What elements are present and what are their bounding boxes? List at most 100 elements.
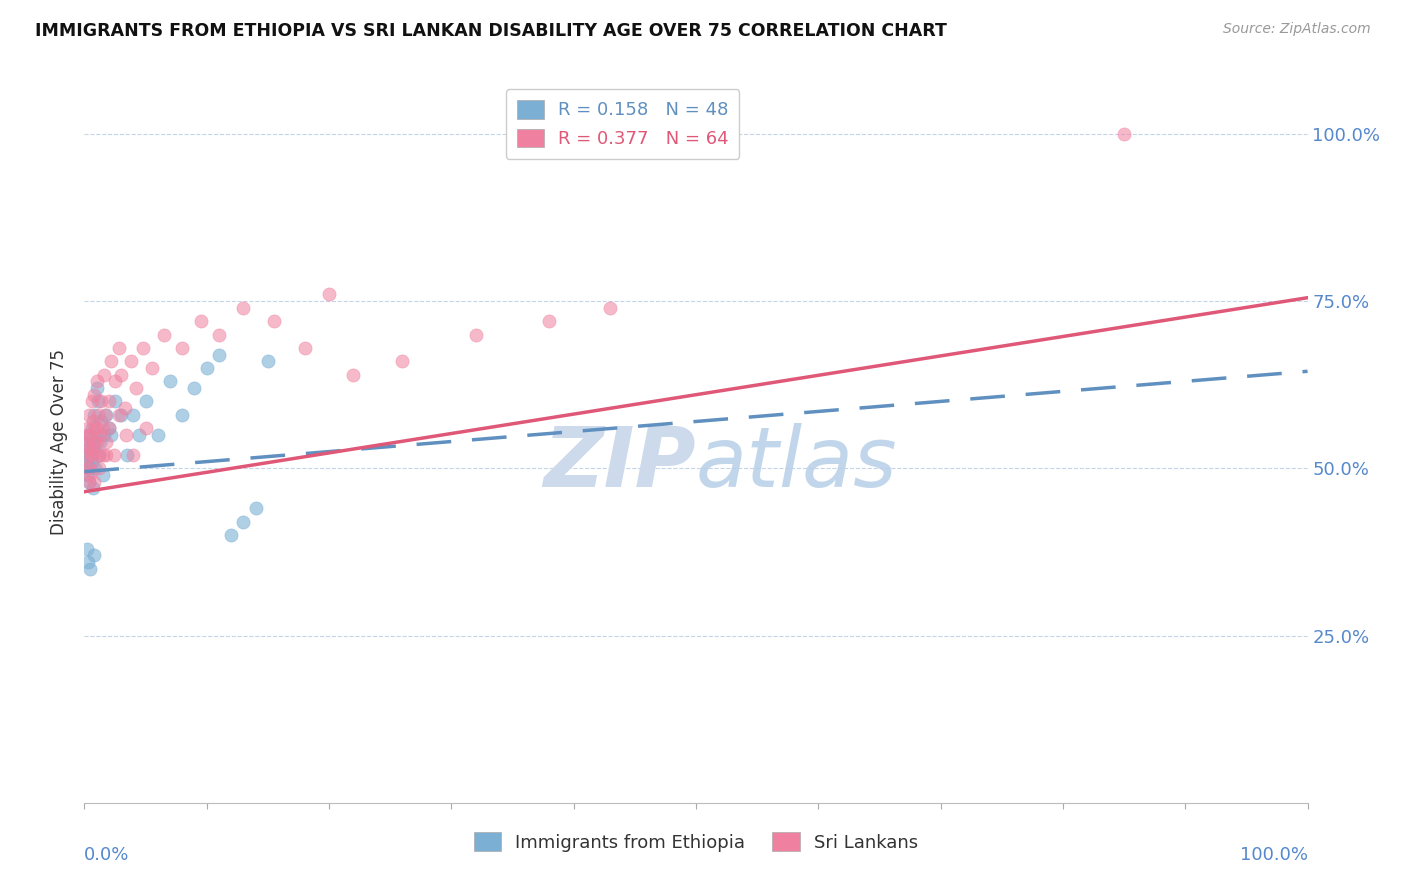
Point <box>82 414 104 429</box>
Point <box>232 515 254 529</box>
Point <box>141 361 163 376</box>
Point <box>86 427 108 442</box>
Point <box>219 528 242 542</box>
Point <box>172 341 194 355</box>
Point <box>83 548 105 563</box>
Point <box>76 448 98 462</box>
Point <box>135 421 157 435</box>
Point <box>80 421 103 435</box>
Legend: Immigrants from Ethiopia, Sri Lankans: Immigrants from Ethiopia, Sri Lankans <box>467 825 925 859</box>
Point <box>90 394 112 409</box>
Point <box>391 354 413 368</box>
Point <box>77 421 100 435</box>
Point <box>83 434 105 449</box>
Point <box>342 368 364 382</box>
Point <box>190 314 212 328</box>
Point <box>159 375 181 389</box>
Point <box>538 314 561 328</box>
Point <box>153 327 176 342</box>
Point <box>128 427 150 442</box>
Point <box>208 348 231 362</box>
Point <box>82 482 104 496</box>
Point <box>96 408 118 422</box>
Point <box>76 541 98 556</box>
Point <box>94 408 117 422</box>
Point <box>318 287 340 301</box>
Point <box>125 381 148 395</box>
Point <box>195 361 218 376</box>
Point <box>97 394 120 409</box>
Point <box>107 408 129 422</box>
Point <box>76 455 98 469</box>
Point <box>86 434 108 449</box>
Point <box>86 421 108 435</box>
Point <box>83 387 105 401</box>
Point <box>103 448 125 462</box>
Point <box>232 301 254 315</box>
Text: ZIP: ZIP <box>543 423 696 504</box>
Point <box>135 394 157 409</box>
Point <box>132 341 155 355</box>
Point <box>110 408 132 422</box>
Point <box>77 434 100 449</box>
Point <box>76 427 98 442</box>
Point <box>1114 127 1136 141</box>
Point <box>172 408 194 422</box>
Point <box>91 421 114 435</box>
Text: Source: ZipAtlas.com: Source: ZipAtlas.com <box>1223 22 1371 37</box>
Point <box>77 461 100 475</box>
Point <box>208 327 231 342</box>
Point <box>120 354 142 368</box>
Point <box>80 448 103 462</box>
Point <box>104 394 127 409</box>
Point <box>97 421 120 435</box>
Point <box>77 467 100 482</box>
Point <box>75 448 97 462</box>
Point <box>83 408 105 422</box>
Point <box>104 375 127 389</box>
Point <box>84 461 107 475</box>
Point <box>107 341 129 355</box>
Point <box>82 434 104 449</box>
Point <box>114 401 136 416</box>
Point <box>245 501 267 516</box>
Point <box>79 562 101 576</box>
Point <box>115 427 138 442</box>
Point <box>87 408 110 422</box>
Point <box>89 427 111 442</box>
Point <box>80 394 103 409</box>
Point <box>87 448 110 462</box>
Text: 0.0%: 0.0% <box>84 847 129 864</box>
Point <box>89 434 111 449</box>
Point <box>257 354 280 368</box>
Point <box>77 475 100 489</box>
Point <box>96 434 118 449</box>
Text: atlas: atlas <box>696 423 897 504</box>
Point <box>77 427 100 442</box>
Point <box>77 475 100 489</box>
Point <box>80 455 103 469</box>
Point <box>122 448 145 462</box>
Point <box>100 354 122 368</box>
Point <box>110 368 132 382</box>
Point <box>464 327 486 342</box>
Text: IMMIGRANTS FROM ETHIOPIA VS SRI LANKAN DISABILITY AGE OVER 75 CORRELATION CHART: IMMIGRANTS FROM ETHIOPIA VS SRI LANKAN D… <box>35 22 948 40</box>
Point <box>84 421 107 435</box>
Point <box>122 408 145 422</box>
Point <box>93 427 115 442</box>
Point <box>77 555 100 569</box>
Point <box>87 461 110 475</box>
Point <box>100 427 122 442</box>
Point <box>83 475 105 489</box>
Point <box>294 341 316 355</box>
Point <box>75 434 97 449</box>
Point <box>86 375 108 389</box>
Point <box>146 427 169 442</box>
Point <box>93 368 115 382</box>
Point <box>91 467 114 482</box>
Point <box>96 448 118 462</box>
Point <box>76 461 98 475</box>
Y-axis label: Disability Age Over 75: Disability Age Over 75 <box>51 349 69 534</box>
Text: 100.0%: 100.0% <box>1240 847 1308 864</box>
Point <box>79 448 101 462</box>
